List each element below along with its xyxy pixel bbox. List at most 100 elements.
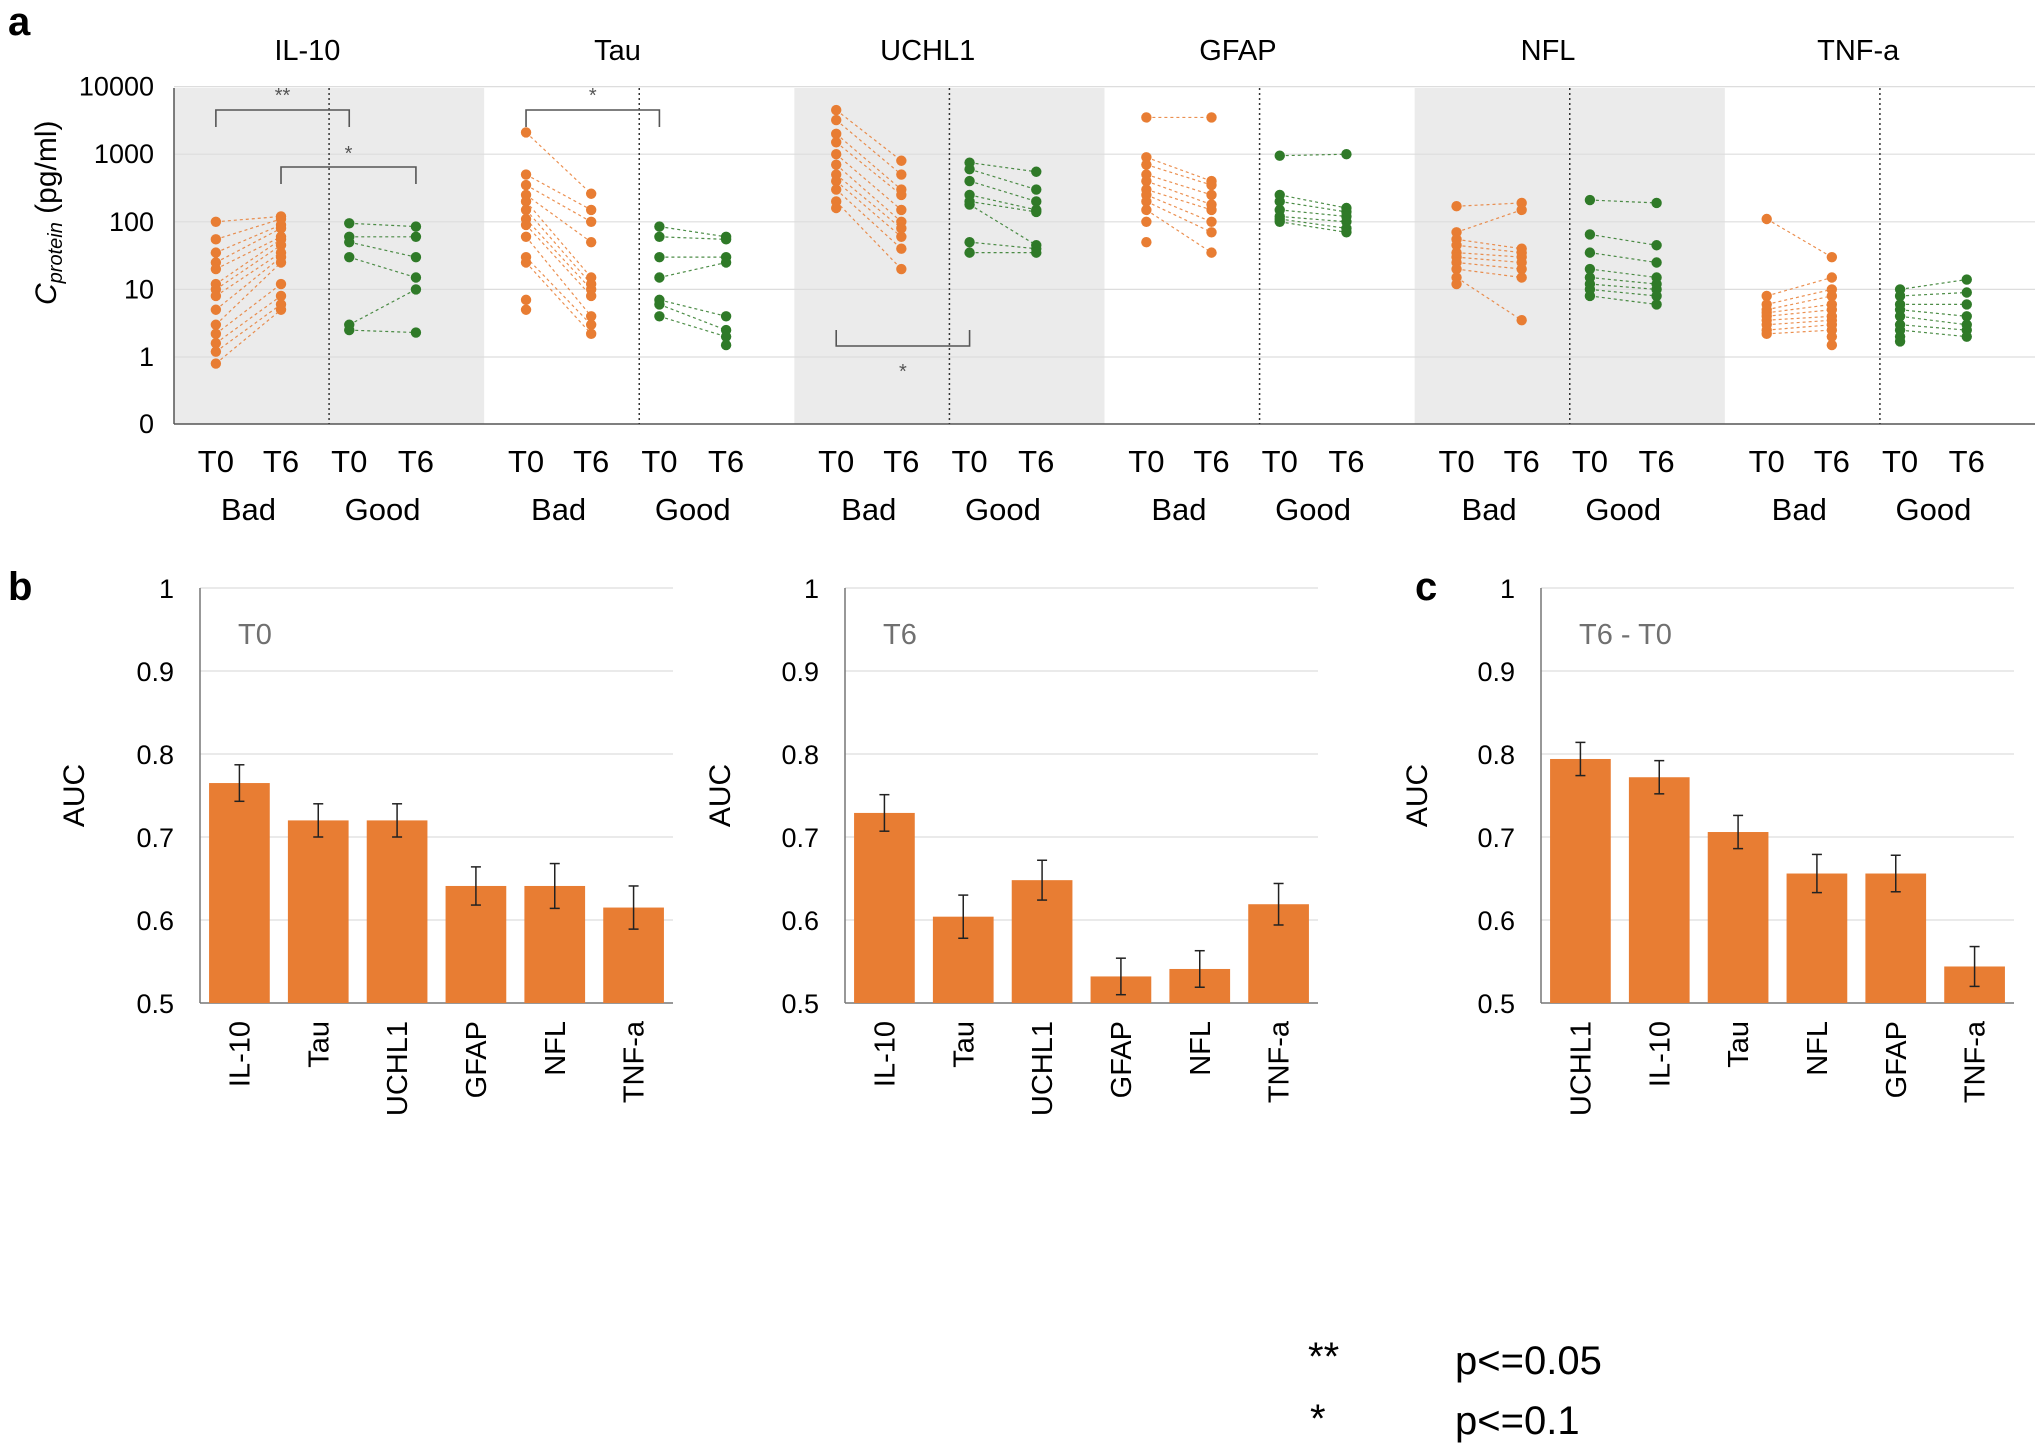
bar-y-tick: 0.5 <box>781 989 819 1019</box>
panel-a-pair-line <box>969 194 1037 211</box>
panel-a-time-label: T6 <box>1328 444 1364 479</box>
panel-a-pair-line <box>215 309 282 365</box>
bar-y-tick: 0.5 <box>136 989 174 1019</box>
panel-a-pair-line <box>525 184 592 223</box>
panel-a-pair-line <box>525 201 592 278</box>
panel-a-title-uchl1: UCHL1 <box>880 35 975 67</box>
panel-a-point-bad-t6 <box>896 231 907 242</box>
panel-a-pair-line <box>1900 329 1967 338</box>
panel-a-pair-line <box>1766 276 1833 297</box>
panel-a-point-bad-t6 <box>1206 204 1217 216</box>
panel-a-point-good-t0 <box>964 247 975 258</box>
panel-a-point-bad-t0 <box>1141 175 1152 187</box>
panel-a-time-label: T6 <box>1949 444 1985 479</box>
panel-a-time-label: T6 <box>1814 444 1850 479</box>
bar-inner-label: T6 <box>883 619 917 651</box>
panel-a-point-good-t6 <box>1031 196 1042 207</box>
panel-a-point-good-t6 <box>1651 197 1662 209</box>
panel-a-point-bad-t0 <box>831 149 842 160</box>
bar-il-10 <box>209 783 270 1003</box>
panel-a-point-good-t0 <box>654 299 665 310</box>
bar-category-label: IL-10 <box>869 1021 901 1087</box>
panel-a-pair-line <box>1589 268 1657 279</box>
panel-a-pair-line <box>1146 209 1212 254</box>
bar-category-label: GFAP <box>461 1021 493 1098</box>
panel-a-sig-bracket <box>525 109 661 127</box>
panel-a-pair-line <box>1766 295 1832 311</box>
panel-a-point-bad-t0 <box>210 358 222 369</box>
panel-a-pair-line <box>348 288 417 326</box>
panel-a-point-bad-t6 <box>275 240 287 251</box>
panel-a-pair-line <box>659 261 727 279</box>
bar-uchl1 <box>366 820 428 1003</box>
panel-a-point-bad-t0 <box>520 169 532 180</box>
panel-a-time-label: T6 <box>708 444 744 479</box>
panel-a-sig-label: * <box>589 85 597 107</box>
panel-a-title-nfl: NFL <box>1521 35 1576 67</box>
panel-a-pair-line <box>1766 329 1832 335</box>
panel-a-pair-line <box>1279 215 1347 223</box>
panel-a-pair-line <box>1456 276 1523 321</box>
bar-category-label: IL-10 <box>224 1021 256 1087</box>
bar-y-tick: 0.9 <box>781 657 819 687</box>
panel-a-point-good-t0 <box>344 324 355 336</box>
panel-a-group-label: Good <box>655 492 731 527</box>
panel-a-point-bad-t0 <box>831 137 842 148</box>
panel-a-pair-line <box>1146 200 1212 233</box>
bar-nfl <box>1786 873 1848 1003</box>
panel-a-point-good-t6 <box>410 221 422 232</box>
panel-a-point-bad-t6 <box>275 223 287 234</box>
panel-a-pair-line <box>1279 218 1347 229</box>
panel-b-t6-bar-chart: 0.5 0.6 0.7 0.8 0.9 1 AUC T6 IL-10 Tau UCHL1 GFAP NF… <box>704 574 1318 1116</box>
panel-a-pair-line <box>1456 244 1522 254</box>
panel-a-pair-line <box>1279 221 1347 233</box>
panel-a-pair-line <box>835 141 902 196</box>
panel-a-pair-line <box>969 162 1037 173</box>
panel-a-time-label: T0 <box>1572 444 1608 479</box>
panel-a-point-bad-t0 <box>520 257 532 268</box>
panel-a-point-bad-t0 <box>1141 159 1152 170</box>
panel-a-y-tick: 1000 <box>94 139 154 169</box>
panel-a-pair-line <box>1456 261 1522 270</box>
panel-a-point-good-t0 <box>1584 229 1596 240</box>
panel-a-pair-line <box>1589 276 1657 285</box>
panel-a-pair-line <box>835 164 902 223</box>
panel-a-title-il-10: IL-10 <box>274 35 340 67</box>
panel-a-pair-line <box>835 119 902 176</box>
bar-y-tick: 0.9 <box>1477 657 1515 687</box>
panel-a-pair-line <box>525 262 592 335</box>
panel-a-point-bad-t6 <box>1206 179 1217 191</box>
panel-a-pair-line <box>835 174 902 229</box>
panel-a-point-bad-t6 <box>896 204 907 216</box>
panel-a-point-good-t6 <box>1031 184 1042 195</box>
bar-y-tick: 1 <box>804 574 819 604</box>
panel-a-point-bad-t6 <box>896 243 907 254</box>
panel-a-pair-line <box>1279 194 1347 209</box>
panel-a-title-tnf-a: TNF-a <box>1817 35 1900 67</box>
panel-a-pair-line <box>215 256 282 311</box>
panel-a-y-tick: 1 <box>139 342 154 372</box>
bar-category-label: UCHL1 <box>1565 1021 1597 1116</box>
bar-y-label: AUC <box>1401 764 1434 827</box>
panel-a-point-bad-t0 <box>1141 112 1152 123</box>
panel-a-group-label: Good <box>345 492 421 527</box>
legend-text-2: p<=0.1 <box>1455 1399 1580 1443</box>
panel-a-point-bad-t6 <box>585 311 597 322</box>
panel-a-pair-line <box>1766 319 1832 326</box>
panel-a-time-label: T0 <box>508 444 544 479</box>
panel-a-pair-line <box>835 153 902 211</box>
panel-a-point-good-t6 <box>720 257 732 268</box>
panel-a-point-bad-t6 <box>275 304 287 315</box>
panel-a-point-bad-t0 <box>520 204 532 216</box>
panel-a-pair-line <box>1900 291 1967 297</box>
panel-a-point-bad-t6 <box>1206 216 1217 227</box>
panel-a-time-label: T0 <box>1262 444 1298 479</box>
legend-symbol-1: ** <box>1308 1335 1339 1379</box>
bar-y-tick: 0.6 <box>781 906 819 936</box>
panel-a-point-bad-t6 <box>1516 315 1527 326</box>
panel-a-group-label: Good <box>965 492 1041 527</box>
panel-a-point-good-t6 <box>1031 166 1042 177</box>
panel-a-pair-line <box>215 283 282 335</box>
panel-a-pair-line <box>835 133 902 191</box>
